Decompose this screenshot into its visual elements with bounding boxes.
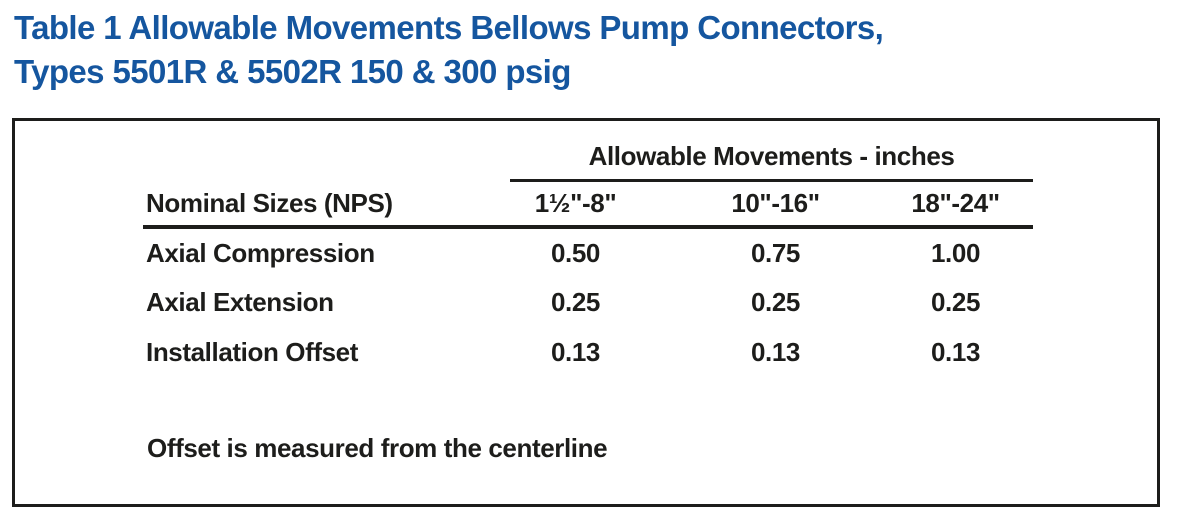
table-row-axial-extension: Axial Extension 0.25 0.25 0.25 bbox=[143, 277, 1033, 327]
row-label: Axial Compression bbox=[146, 237, 375, 268]
column-header-nominal-sizes: Nominal Sizes (NPS) bbox=[143, 182, 478, 229]
row-label: Axial Extension bbox=[146, 286, 334, 317]
cell-value: 0.25 bbox=[931, 286, 981, 317]
column-header-size-range-3: 18"-24" bbox=[878, 182, 1034, 229]
column-header-size-range-1: 1½"-8" bbox=[478, 182, 673, 229]
cell-value: 0.13 bbox=[750, 336, 800, 367]
table-title: Table 1 Allowable Movements Bellows Pump… bbox=[14, 6, 884, 94]
allowable-movements-table: Allowable Movements - inches Nominal Siz… bbox=[143, 121, 1034, 377]
table-title-line1: Table 1 Allowable Movements Bellows Pump… bbox=[14, 9, 884, 46]
cell-value: 0.75 bbox=[750, 237, 800, 268]
column-header-row: Nominal Sizes (NPS) 1½"-8" 10"-16" 18"-2… bbox=[143, 182, 1034, 229]
span-header-spacer bbox=[143, 121, 478, 182]
span-header-row: Allowable Movements - inches bbox=[143, 121, 1034, 182]
table-row-axial-compression: Axial Compression 0.50 0.75 1.00 bbox=[143, 227, 1033, 277]
column-header-size-range-2: 10"-16" bbox=[673, 182, 878, 229]
cell-value: 0.13 bbox=[550, 336, 600, 367]
cell-value: 0.13 bbox=[931, 336, 981, 367]
span-header-cell: Allowable Movements - inches bbox=[478, 121, 1034, 182]
table-footnote: Offset is measured from the centerline bbox=[147, 433, 608, 463]
table-row-installation-offset: Installation Offset 0.13 0.13 0.13 bbox=[143, 327, 1033, 377]
table-title-line2: Types 5501R & 5502R 150 & 300 psig bbox=[14, 53, 571, 90]
table-box: Allowable Movements - inches Nominal Siz… bbox=[12, 118, 1160, 507]
cell-value: 0.25 bbox=[550, 286, 600, 317]
cell-value: 0.50 bbox=[550, 237, 600, 268]
cell-value: 1.00 bbox=[931, 237, 981, 268]
span-header-label: Allowable Movements - inches bbox=[510, 141, 1034, 182]
cell-value: 0.25 bbox=[750, 286, 800, 317]
row-label: Installation Offset bbox=[146, 336, 358, 367]
